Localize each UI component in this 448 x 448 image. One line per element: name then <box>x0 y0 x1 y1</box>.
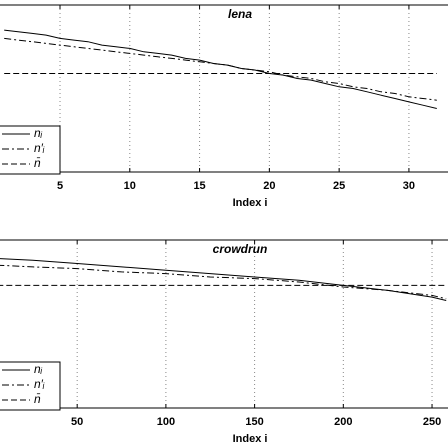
plot-frame <box>0 4 448 173</box>
legend-label: n′ᵢ <box>34 141 45 155</box>
x-tick-label: 15 <box>193 180 205 192</box>
x-axis-label: Index i <box>233 197 268 209</box>
legend: nᵢn′ᵢn̄ <box>0 125 61 175</box>
legend-label: n′ᵢ <box>34 377 45 391</box>
legend-label: nᵢ <box>34 126 43 140</box>
x-tick-label: 100 <box>157 416 175 428</box>
legend-label: n̄ <box>34 392 41 406</box>
x-tick-label: 30 <box>403 180 415 192</box>
x-tick-label: 150 <box>245 416 263 428</box>
series-line <box>4 37 437 101</box>
series-line <box>0 258 447 301</box>
x-tick-label: 5 <box>57 180 63 192</box>
x-tick-label: 250 <box>423 416 441 428</box>
x-tick-label: 10 <box>124 180 136 192</box>
x-tick-label: 200 <box>334 416 352 428</box>
plot-frame <box>0 239 448 409</box>
series-line <box>0 264 447 300</box>
x-tick-label: 20 <box>263 180 275 192</box>
series-line <box>4 29 437 109</box>
x-axis-label: Index i <box>233 433 268 445</box>
legend-label: nᵢ <box>34 362 43 376</box>
legend-box <box>0 125 61 175</box>
legend: nᵢn′ᵢn̄ <box>0 361 61 411</box>
chart-title: lena <box>228 7 252 21</box>
x-tick-label: 25 <box>333 180 345 192</box>
x-tick-label: 50 <box>71 416 83 428</box>
legend-label: n̄ <box>34 156 41 170</box>
chart-title: crowdrun <box>213 242 268 256</box>
legend-box <box>0 361 61 411</box>
